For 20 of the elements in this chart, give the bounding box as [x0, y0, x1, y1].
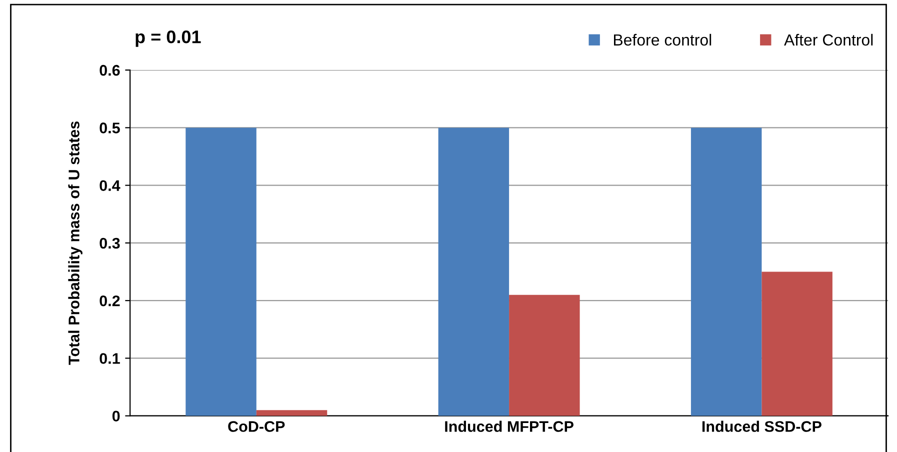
bar [690, 128, 762, 416]
y-tick-label: 0.2 [100, 295, 120, 306]
y-tick-label: 0.4 [100, 180, 120, 192]
bar [762, 272, 832, 416]
bar [438, 128, 510, 416]
legend-label: After Control [784, 34, 873, 46]
y-tick-label: 0 [112, 410, 120, 422]
x-tick-label: CoD-CP [228, 421, 285, 432]
legend-label: Before control [614, 34, 712, 46]
bar [256, 410, 328, 416]
y-tick-label: 0.6 [100, 64, 120, 76]
x-tick-label: Induced SSD-CP [702, 420, 822, 432]
y-tick-label: 0.1 [100, 353, 120, 364]
y-tick-label: 0.5 [100, 122, 120, 134]
text: p = 0.01 [136, 30, 201, 47]
x-tick-label: Induced MFPT-CP [445, 420, 574, 432]
bar [186, 128, 256, 416]
y-axis-title: Total Probability mass of U states [68, 121, 82, 365]
bar [509, 294, 580, 416]
y-tick-label: 0.3 [100, 238, 120, 249]
